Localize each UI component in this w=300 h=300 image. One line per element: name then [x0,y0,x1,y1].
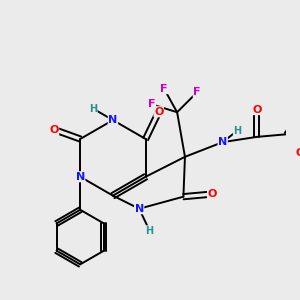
Text: H: H [233,126,242,136]
Text: O: O [154,107,164,117]
Text: F: F [193,87,201,97]
Text: O: O [49,124,59,134]
Text: F: F [160,84,168,94]
Text: N: N [108,115,118,125]
Text: O: O [296,148,300,158]
Text: O: O [208,189,217,199]
Text: N: N [76,172,85,182]
Text: N: N [134,204,144,214]
Text: F: F [148,99,156,110]
Text: H: H [89,103,97,114]
Text: N: N [218,137,227,147]
Text: O: O [252,105,262,115]
Text: H: H [146,226,154,236]
